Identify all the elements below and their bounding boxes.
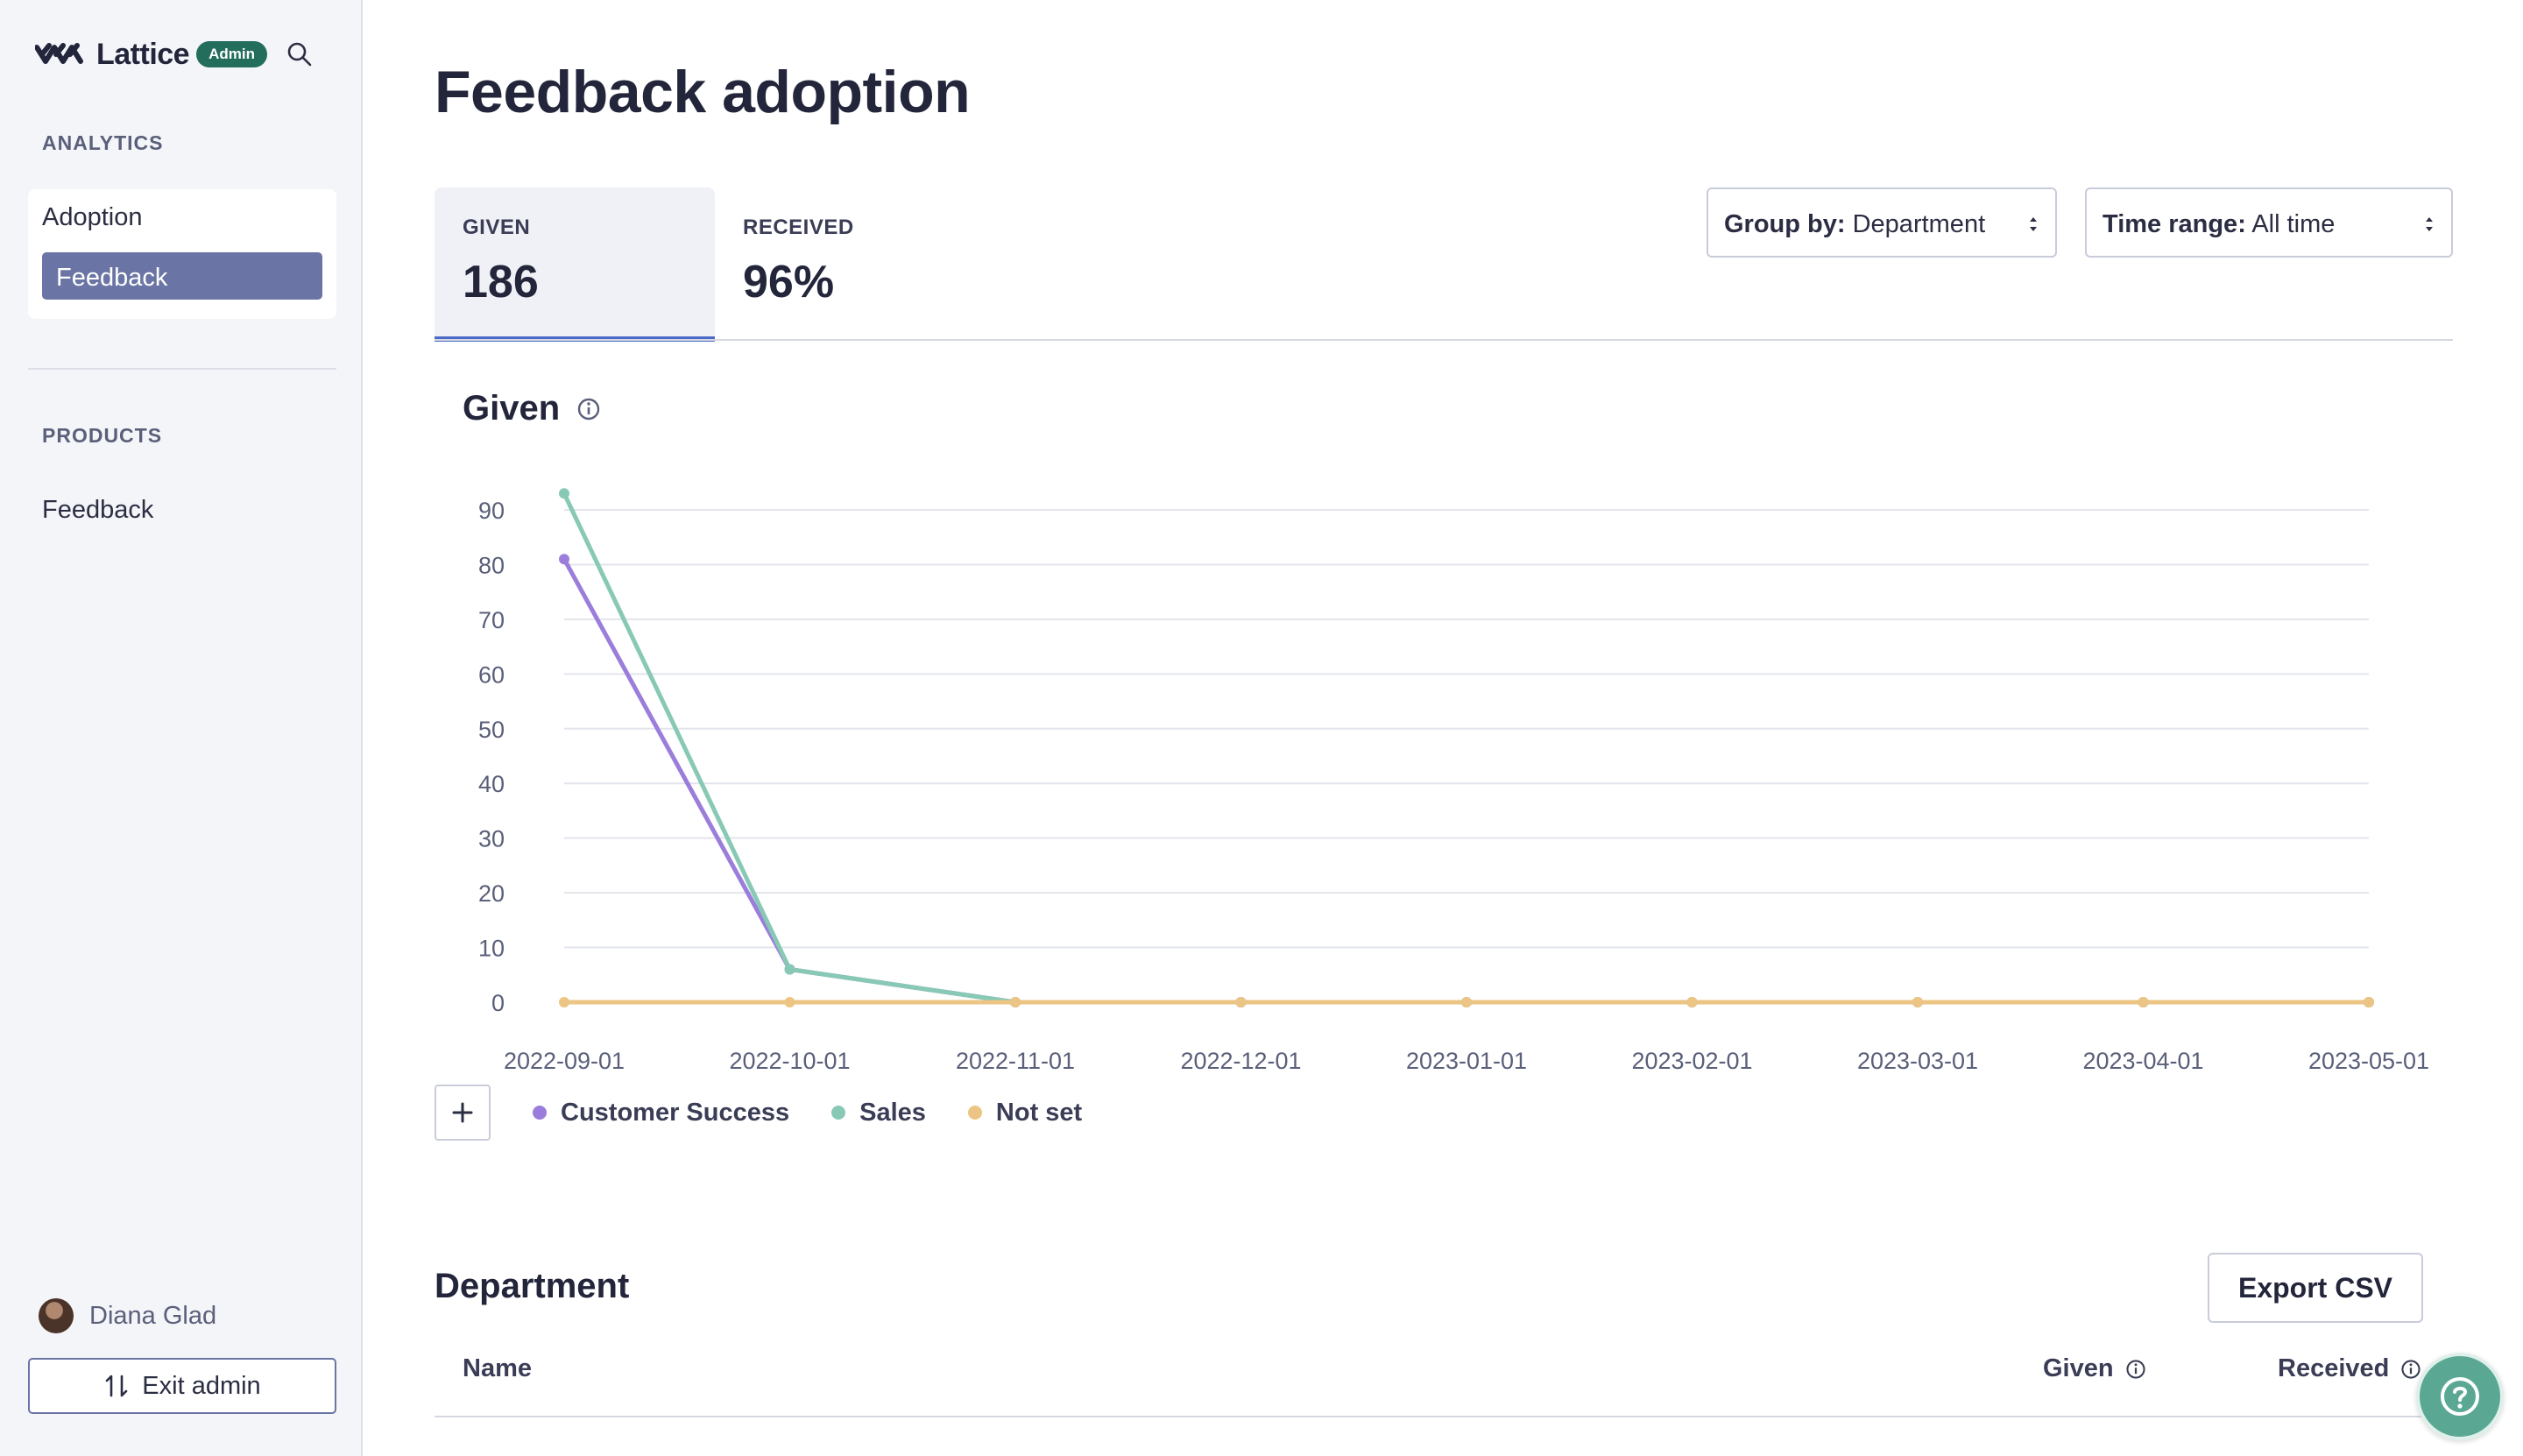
legend-label: Not set (995, 1098, 1083, 1127)
user-profile[interactable]: Diana Glad (39, 1298, 216, 1333)
legend-dot (533, 1106, 547, 1120)
data-point (559, 554, 569, 565)
series-line-customer-success (562, 556, 2371, 1005)
y-tick-label: 20 (478, 880, 505, 907)
y-tick-label: 30 (478, 826, 505, 852)
data-point (2364, 997, 2374, 1007)
x-tick-label: 2023-03-01 (1857, 1048, 1978, 1074)
column-header-given[interactable]: Given (2043, 1354, 2147, 1383)
brand-name: Lattice (96, 37, 190, 71)
legend-item-sales[interactable]: Sales (831, 1099, 926, 1127)
data-point (1010, 997, 1021, 1007)
tab-received[interactable]: RECEIVED 96% (715, 187, 995, 340)
x-tick-label: 2023-01-01 (1406, 1048, 1527, 1074)
legend-item-not-set[interactable]: Not set (967, 1098, 1083, 1127)
tab-given[interactable]: GIVEN 186 (435, 187, 715, 342)
exit-admin-label: Exit admin (142, 1371, 261, 1400)
data-point (784, 964, 795, 975)
brand: Lattice Admin (35, 37, 267, 71)
y-tick-label: 50 (478, 717, 505, 743)
products-section-label: PRODUCTS (42, 424, 163, 447)
time-range-select[interactable]: Time range: All time (2085, 187, 2453, 258)
time-range-value: All time (2251, 210, 2336, 238)
y-tick-label: 90 (478, 498, 505, 524)
column-header-name[interactable]: Name (463, 1354, 532, 1383)
x-tick-label: 2022-11-01 (956, 1048, 1075, 1074)
sidebar-item-feedback-product[interactable]: Feedback (42, 496, 154, 524)
tab-given-value: 186 (463, 257, 539, 307)
given-line-chart: 0 10 20 30 40 50 60 70 80 90 2022-09-01 2022-10-01 2… (478, 488, 2429, 1074)
y-tick-label: 80 (478, 552, 505, 578)
y-tick-label: 60 (478, 661, 505, 688)
chart-title: Given (463, 389, 602, 428)
export-csv-button[interactable]: Export CSV (2208, 1253, 2423, 1323)
chart-legend: Customer Success Sales Not set (435, 1085, 1082, 1141)
sidebar-divider (28, 368, 336, 370)
column-header-given-label: Given (2043, 1354, 2114, 1382)
column-header-name-label: Name (463, 1354, 532, 1382)
sort-arrows-icon (2426, 217, 2433, 231)
info-icon[interactable] (576, 396, 602, 422)
info-icon[interactable] (2399, 1358, 2422, 1381)
x-tick-label: 2023-05-01 (2308, 1048, 2429, 1074)
legend-label: Customer Success (561, 1098, 790, 1127)
time-range-label: Time range: (2102, 210, 2246, 238)
tabs-divider (435, 339, 2453, 341)
admin-badge: Admin (196, 41, 267, 67)
legend-label: Sales (859, 1098, 926, 1127)
data-point (2138, 997, 2149, 1007)
tab-received-value: 96% (743, 257, 835, 307)
help-button[interactable] (2416, 1353, 2504, 1440)
table-header-divider (435, 1416, 2453, 1417)
data-point (559, 997, 569, 1007)
y-tick-label: 0 (491, 990, 505, 1016)
avatar (39, 1298, 74, 1333)
y-tick-label: 10 (478, 936, 505, 962)
plus-icon (452, 1102, 473, 1123)
add-series-button[interactable] (435, 1085, 491, 1141)
x-tick-label: 2023-04-01 (2082, 1048, 2203, 1074)
tab-received-label: RECEIVED (743, 216, 854, 239)
search-button[interactable] (282, 37, 317, 72)
y-tick-label: 70 (478, 607, 505, 633)
sidebar-item-feedback-analytics[interactable]: Feedback (42, 252, 322, 300)
data-point (1686, 997, 1698, 1007)
chart-title-text: Given (463, 389, 561, 428)
info-icon[interactable] (2124, 1358, 2147, 1381)
analytics-section-label: ANALYTICS (42, 131, 164, 154)
legend-item-customer-success[interactable]: Customer Success (533, 1099, 789, 1127)
user-name: Diana Glad (89, 1301, 217, 1330)
group-by-label: Group by: (1724, 210, 1846, 238)
lattice-logo-icon (35, 43, 83, 64)
series-line-sales (562, 491, 2371, 1005)
legend-dot (831, 1106, 846, 1120)
exit-admin-button[interactable]: Exit admin (28, 1358, 336, 1414)
page-title: Feedback adoption (435, 59, 971, 125)
legend-dot (967, 1106, 982, 1120)
x-tick-label: 2022-09-01 (504, 1048, 625, 1074)
search-icon (287, 42, 312, 67)
data-point (784, 997, 795, 1007)
group-by-value: Department (1852, 210, 1986, 238)
column-header-received-label: Received (2278, 1354, 2390, 1382)
switch-icon (105, 1375, 128, 1397)
sidebar: Lattice Admin ANALYTICS Adoption Feedbac… (0, 0, 363, 1456)
x-tick-label: 2022-10-01 (729, 1048, 850, 1074)
y-tick-label: 40 (478, 771, 505, 797)
sort-arrows-icon (2030, 217, 2037, 231)
sidebar-item-adoption[interactable]: Adoption (42, 203, 143, 231)
group-by-select[interactable]: Group by: Department (1707, 187, 2057, 258)
x-tick-label: 2023-02-01 (1631, 1048, 1752, 1074)
help-icon (2441, 1377, 2479, 1416)
department-title: Department (435, 1267, 630, 1305)
data-point (1461, 997, 1472, 1007)
data-point (1912, 997, 1923, 1007)
data-point (559, 488, 569, 499)
metric-tabs: GIVEN 186 RECEIVED 96% (435, 187, 2453, 342)
column-header-received[interactable]: Received (2278, 1354, 2422, 1383)
x-tick-label: 2022-12-01 (1180, 1048, 1301, 1074)
tab-given-label: GIVEN (463, 216, 531, 239)
data-point (1235, 997, 1247, 1007)
